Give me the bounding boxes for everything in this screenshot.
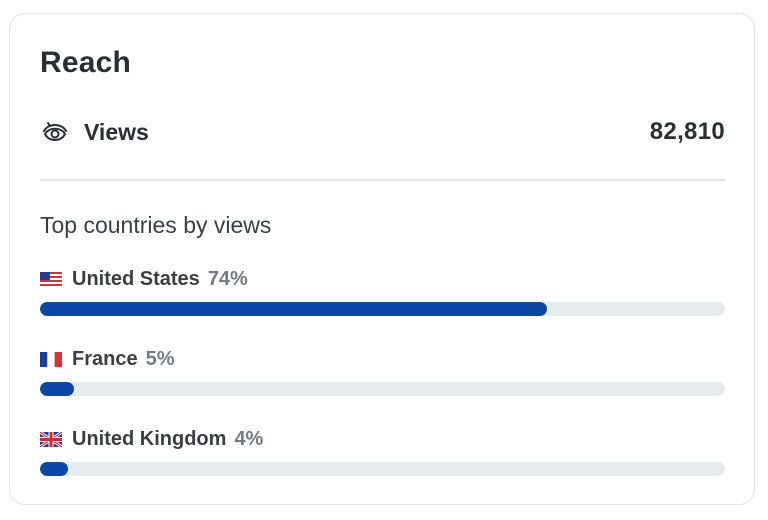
- progress-fill: [40, 382, 75, 396]
- country-name: United States: [72, 267, 200, 290]
- views-value: 82,810: [649, 118, 725, 145]
- reach-card: Reach Views 82,810 Top countries by view…: [9, 13, 755, 505]
- card-title: Reach: [40, 46, 132, 79]
- country-percent: 5%: [145, 347, 175, 370]
- us-flag-icon: [40, 271, 62, 287]
- progress-track: [40, 462, 725, 476]
- views-row: Views 82,810: [40, 114, 725, 150]
- country-row-france: France 5%: [40, 344, 725, 414]
- country-row-united-states: United States 74%: [40, 264, 725, 334]
- fr-flag-icon: [40, 351, 62, 367]
- country-row-united-kingdom: United Kingdom 4%: [40, 424, 725, 494]
- country-percent: 4%: [234, 427, 264, 450]
- divider: [40, 179, 725, 181]
- progress-fill: [40, 462, 68, 476]
- country-percent: 74%: [207, 267, 248, 290]
- progress-fill: [40, 302, 547, 316]
- gb-flag-icon: [40, 431, 62, 447]
- country-name: United Kingdom: [72, 427, 227, 450]
- country-name: France: [72, 347, 138, 370]
- views-label: Views: [84, 118, 149, 145]
- progress-track: [40, 302, 725, 316]
- progress-track: [40, 382, 725, 396]
- eye-icon: [40, 117, 70, 147]
- top-countries-heading: Top countries by views: [40, 212, 272, 238]
